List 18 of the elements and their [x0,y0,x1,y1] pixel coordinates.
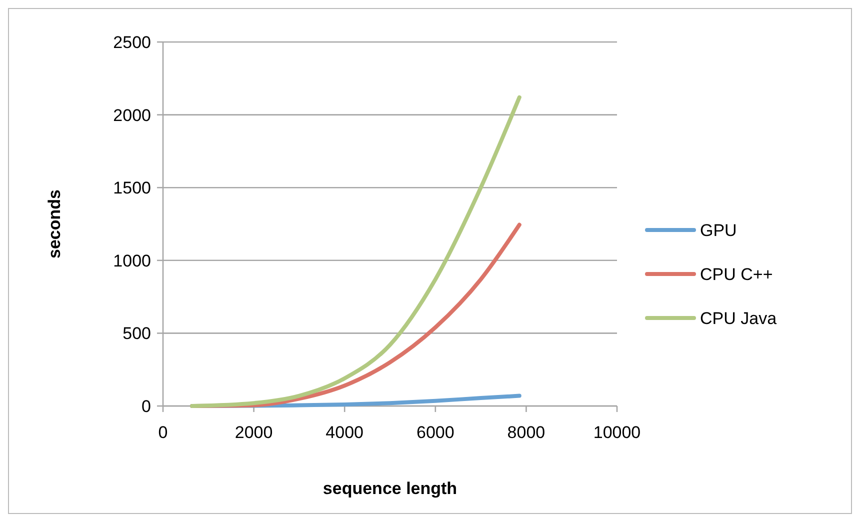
legend-label: CPU C++ [700,264,773,284]
x-tick-label: 4000 [326,423,364,442]
legend-label: CPU Java [700,308,778,328]
y-axis-title: seconds [45,190,64,258]
x-tick-label: 2000 [234,423,273,442]
y-tick-label: 500 [122,324,151,344]
y-tick-label: 1500 [113,178,151,198]
y-tick-label: 0 [142,396,151,416]
y-tick-label: 1000 [113,251,151,270]
line-series [190,95,522,408]
x-axis-title: sequence length [322,479,458,498]
x-tick-label: 0 [158,423,168,442]
legend-label: GPU [700,220,737,240]
x-tick-label: 8000 [507,423,546,442]
x-tick-label: 6000 [416,423,454,442]
y-tick-label: 2000 [113,106,151,125]
y-tick-label: 2500 [113,32,151,52]
x-tick-label: 10000 [593,423,641,442]
